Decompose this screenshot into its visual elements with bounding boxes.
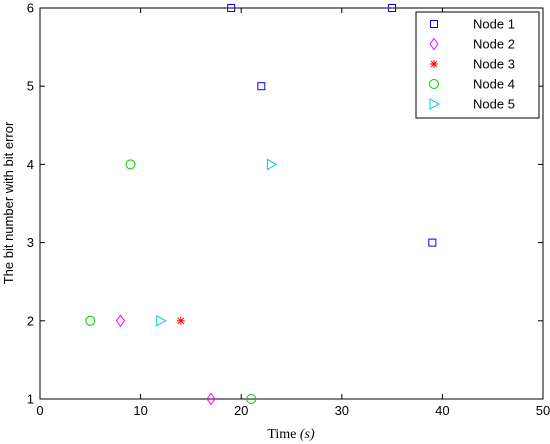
y-tick-label: 5 (27, 79, 34, 94)
data-point-node-1 (257, 82, 266, 91)
data-point-node-4 (85, 315, 96, 326)
data-point-node-2 (206, 392, 216, 406)
x-tick-label: 30 (335, 403, 349, 418)
data-point-node-2 (115, 314, 126, 328)
x-axis-label: Time (s) (267, 427, 315, 442)
x-tick-label: 40 (435, 403, 449, 418)
y-tick-label: 6 (27, 1, 34, 16)
legend-marker-node-1 (430, 20, 438, 28)
legend: Node 1 Node 2 Node 3 Node 4 Node 5 (415, 11, 540, 119)
legend-label: Node 4 (473, 77, 515, 92)
x-tick-label: 50 (536, 403, 550, 418)
data-point-node-4 (246, 394, 257, 404)
y-tick-label: 2 (27, 313, 34, 328)
y-tick-label: 4 (27, 157, 34, 172)
legend-marker-node-2 (429, 37, 439, 51)
y-tick-label: 1 (27, 392, 34, 407)
data-point-node-1 (388, 4, 397, 12)
legend-box (415, 11, 540, 119)
x-tick-label: 20 (234, 403, 248, 418)
y-axis-label: The bit number with bit error (1, 121, 16, 284)
y-tick-label: 3 (27, 235, 34, 250)
data-point-node-1 (428, 238, 437, 247)
x-tick-label: 10 (133, 403, 147, 418)
legend-label: Node 2 (473, 37, 515, 52)
data-point-node-4 (125, 159, 136, 170)
legend-label: Node 3 (473, 57, 515, 72)
data-point-node-5 (266, 158, 278, 171)
legend-label: Node 1 (473, 17, 515, 32)
data-point-node-5 (156, 314, 167, 327)
legend-marker-node-5 (429, 98, 441, 110)
legend-marker-node-4 (429, 79, 439, 89)
data-point-node-1 (227, 4, 236, 12)
data-points (85, 4, 437, 406)
data-point-node-3 (176, 316, 185, 325)
legend-marker-node-3 (430, 60, 438, 68)
x-tick-label: 0 (36, 403, 43, 418)
legend-label: Node 5 (473, 97, 515, 112)
axis-ticks: 0 10 20 30 40 50 1 2 3 4 5 6 (27, 1, 550, 419)
